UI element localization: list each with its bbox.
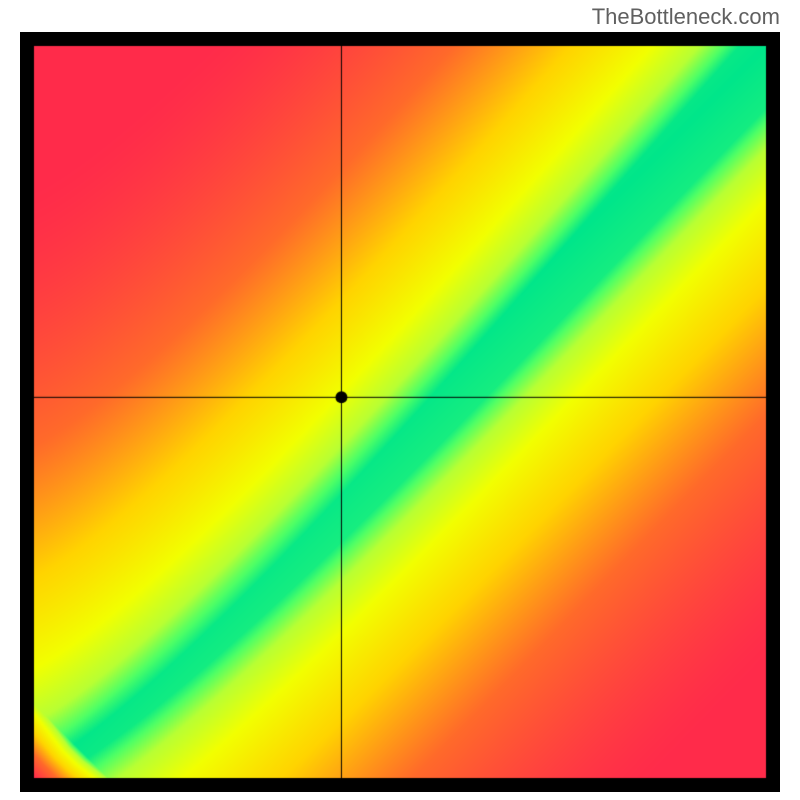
watermark-text: TheBottleneck.com	[592, 4, 780, 30]
heatmap-canvas	[20, 32, 780, 792]
chart-container: TheBottleneck.com	[0, 0, 800, 800]
heatmap-plot	[20, 32, 780, 792]
